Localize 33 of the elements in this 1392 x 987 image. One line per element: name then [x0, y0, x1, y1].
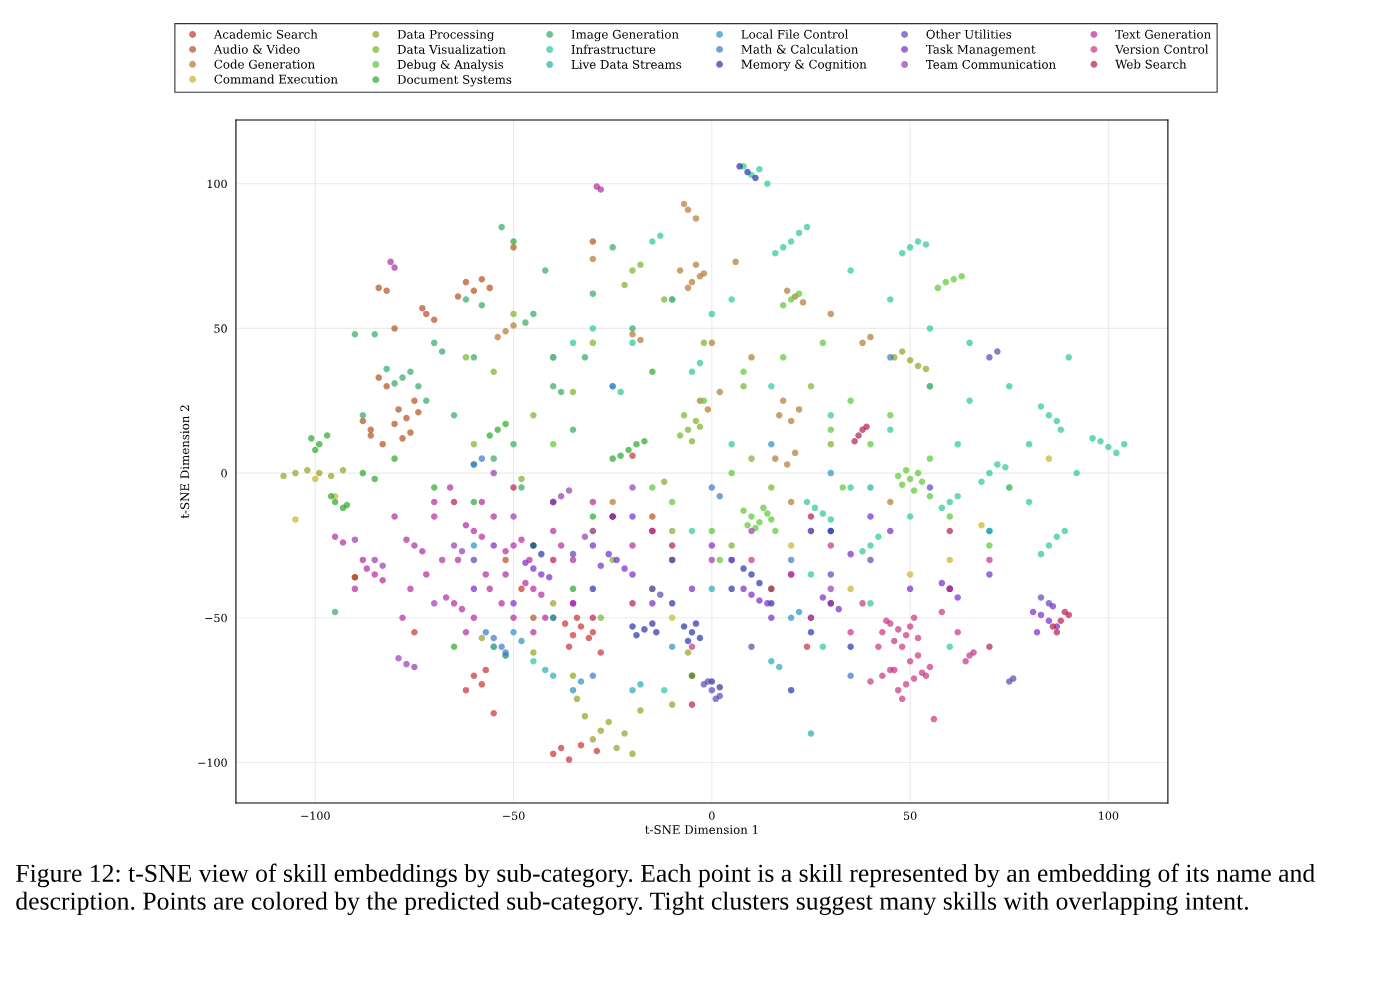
legend-label: Team Communication	[925, 59, 1056, 69]
y-tick-label: −100	[198, 758, 227, 767]
y-axis-title: t-SNE Dimension 2	[180, 405, 190, 519]
legend-label: Task Management	[925, 44, 1036, 57]
y-tick-label: 100	[207, 179, 227, 189]
x-tick-label: 0	[709, 811, 715, 820]
y-tick-label: −50	[205, 613, 227, 623]
legend-label: Academic Search	[213, 29, 318, 39]
legend-label: Text Generation	[1115, 29, 1211, 39]
legend-label: Local File Control	[741, 29, 849, 39]
legend-label: Web Search	[1115, 59, 1187, 69]
legend-label: Math & Calculation	[741, 44, 859, 54]
legend-label: Image Generation	[571, 29, 679, 42]
x-axis-title: t-SNE Dimension 1	[645, 825, 758, 835]
legend-label: Command Execution	[214, 74, 338, 84]
legend-label: Memory & Cognition	[741, 59, 867, 72]
legend-label: Document Systems	[397, 75, 512, 87]
legend-label: Other Utilities	[926, 29, 1012, 39]
legend-label: Audio & Video	[213, 44, 300, 54]
legend-label: Infrastructure	[571, 44, 656, 54]
legend-label: Live Data Streams	[571, 59, 682, 69]
legend-label: Data Processing	[397, 29, 495, 42]
legend-label: Data Visualization	[397, 44, 506, 54]
caption: Figure 12: t-SNE view of skill embeddings by sub-category. Each point is a skill represented by an embedding of its name and description. Points are colored by the predicted sub-category. Tight clusters suggest many skills with overlapping intent.	[16, 863, 1315, 916]
x-tick-label: 50	[903, 811, 917, 820]
y-tick-label: 50	[214, 324, 227, 333]
legend-label: Version Control	[1115, 44, 1209, 54]
y-tick-label: 0	[221, 469, 227, 478]
x-tick-label: −100	[301, 811, 330, 820]
x-tick-label: 100	[1099, 811, 1119, 820]
x-tick-label: −50	[503, 811, 525, 820]
legend-label: Code Generation	[214, 59, 315, 69]
legend-label: Debug & Analysis	[397, 59, 504, 72]
